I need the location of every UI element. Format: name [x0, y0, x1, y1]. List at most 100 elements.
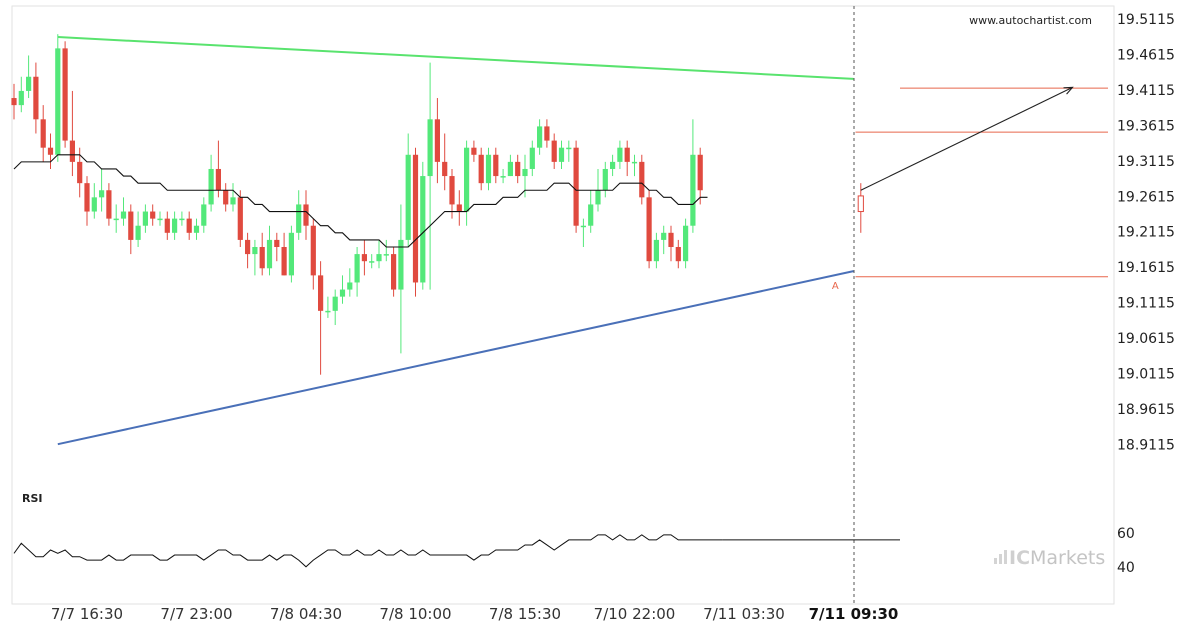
candle-body	[442, 161, 448, 177]
rsi-tick-label: 40	[1117, 560, 1135, 576]
candle-body	[179, 218, 185, 221]
candle-body	[376, 254, 382, 262]
candle-body	[186, 218, 192, 233]
pending-candle-body	[857, 195, 864, 213]
candle-body	[106, 190, 112, 219]
candle-body	[522, 168, 528, 177]
rsi-line	[13, 534, 723, 568]
candle-body	[296, 204, 302, 233]
candle-body	[281, 247, 287, 276]
overlays: A	[13, 6, 1108, 604]
rsi-tick-label: 60	[1117, 526, 1135, 542]
x-axis-ticks: 7/7 16:30 7/7 23:00 7/8 04:30 7/8 10:00 7/8 …	[51, 605, 898, 623]
y-tick-label: 19.2115	[1117, 225, 1175, 241]
y-axis-ticks: 19.5115 19.4615 19.4115 19.3615 19.3115 19.26…	[1117, 12, 1175, 454]
candle-body	[318, 275, 324, 311]
candle-body	[26, 76, 32, 91]
candle-body	[193, 225, 200, 233]
candle-body	[47, 147, 54, 155]
candle-body	[697, 154, 703, 191]
candle-body	[62, 48, 68, 141]
candle-body	[690, 154, 696, 226]
candle-body	[485, 154, 492, 184]
y-tick-label: 19.4115	[1117, 83, 1175, 99]
x-tick-label: 7/8 15:30	[489, 605, 561, 623]
x-tick-label: 7/7 23:00	[160, 605, 232, 623]
candle-body	[631, 161, 638, 164]
candle-body	[383, 254, 389, 256]
candle-body	[558, 147, 565, 162]
candle-body	[544, 126, 550, 141]
candle-body	[412, 154, 419, 283]
y-tick-label: 19.5115	[1117, 12, 1175, 28]
y-tick-label: 19.1115	[1117, 296, 1175, 312]
candle-body	[427, 119, 433, 177]
bars-icon	[994, 550, 1007, 564]
candle-body	[588, 204, 594, 226]
candle-body	[230, 197, 236, 205]
x-tick-label: 7/8 10:00	[379, 605, 451, 623]
candlesticks	[11, 34, 703, 375]
plot-area	[11, 5, 1115, 605]
candle-body	[288, 232, 294, 276]
brand-name: Markets	[1030, 547, 1105, 569]
moving-average-line	[13, 154, 708, 248]
candle-body	[237, 197, 243, 240]
rsi-panel: 60 40	[13, 526, 1135, 576]
candle-body	[135, 225, 141, 240]
candle-body	[223, 190, 229, 205]
trend-lines	[57, 36, 854, 446]
brand-text: ICMarkets	[1009, 547, 1105, 569]
candle-body	[493, 154, 499, 177]
candle-body	[55, 48, 61, 155]
y-tick-label: 19.1615	[1117, 260, 1175, 276]
y-tick-label: 19.3115	[1117, 154, 1175, 170]
candle-body	[653, 239, 659, 262]
candle-body	[661, 232, 667, 240]
y-tick-label: 19.3615	[1117, 118, 1175, 134]
candle-body	[274, 239, 280, 247]
candle-body	[91, 197, 97, 212]
candle-body	[150, 211, 156, 219]
candle-body	[361, 254, 367, 262]
candle-body	[172, 218, 178, 233]
candle-body	[646, 197, 652, 262]
candle-body	[610, 161, 616, 169]
candle-body	[471, 147, 477, 155]
candle-body	[434, 119, 440, 162]
candle-body	[464, 147, 470, 212]
brand-logo: ICMarkets	[994, 547, 1105, 569]
candle-body	[595, 190, 601, 205]
candle-body	[529, 147, 535, 169]
candle-body	[164, 218, 170, 233]
candle-body	[515, 161, 521, 177]
candle-body	[566, 147, 572, 150]
candle-body	[456, 204, 462, 212]
y-tick-label: 19.0115	[1117, 367, 1175, 383]
candle-body	[420, 176, 426, 283]
candle-body	[40, 119, 46, 148]
candle-body	[639, 161, 645, 198]
candle-body	[128, 211, 134, 240]
candle-body	[668, 232, 674, 247]
candle-body	[675, 247, 681, 262]
candle-body	[11, 98, 17, 106]
candle-body	[266, 239, 273, 269]
candle-body	[339, 289, 346, 297]
candle-body	[69, 140, 75, 162]
candle-body	[33, 76, 39, 120]
resistance-line	[57, 36, 854, 80]
candle-body	[157, 218, 163, 221]
candle-body	[500, 176, 506, 178]
candle-body	[303, 204, 309, 226]
candle-body	[245, 239, 251, 255]
candle-body	[99, 190, 105, 198]
candle-body	[602, 168, 608, 191]
candle-body	[478, 154, 484, 184]
candle-body	[551, 140, 557, 162]
candle-body	[507, 161, 513, 177]
candle-body	[573, 147, 579, 226]
point-label: A	[832, 281, 839, 292]
x-tick-label: 7/7 16:30	[51, 605, 123, 623]
